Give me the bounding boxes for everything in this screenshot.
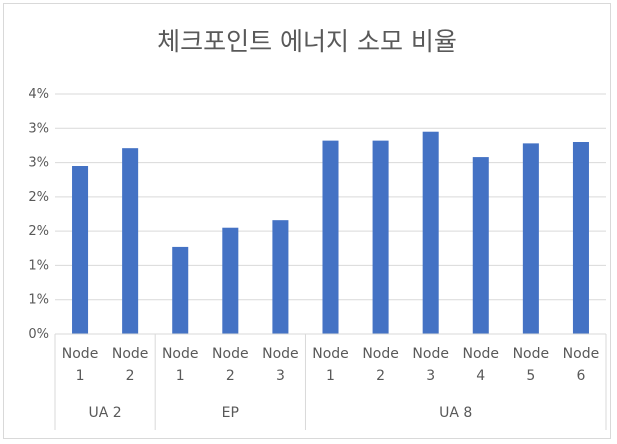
x-tick-label: Node (262, 346, 299, 362)
x-tick-label: 2 (226, 368, 235, 384)
y-tick-label: 3% (28, 156, 49, 171)
x-tick-label: Node (112, 346, 149, 362)
group-label: EP (222, 405, 239, 421)
x-tick-label: 3 (426, 368, 435, 384)
group-label: UA 2 (88, 405, 121, 421)
y-tick-label: 1% (28, 293, 49, 308)
x-tick-label: Node (62, 346, 99, 362)
bar (372, 140, 389, 334)
bars (72, 131, 589, 334)
x-tick-label: 2 (376, 368, 385, 384)
bar (172, 246, 189, 334)
bar (272, 220, 289, 334)
chart-title: 체크포인트 에너지 소모 비율 (157, 27, 457, 56)
x-tick-label: Node (362, 346, 399, 362)
x-tick-label: Node (312, 346, 349, 362)
x-tick-label: 3 (276, 368, 285, 384)
x-tick-label: Node (412, 346, 449, 362)
bar (522, 143, 539, 334)
bar (472, 157, 489, 334)
y-tick-label: 4% (28, 87, 49, 102)
bar (122, 148, 139, 334)
y-tick-label: 2% (28, 224, 49, 239)
bar (72, 166, 89, 334)
group-label: UA 8 (439, 405, 472, 421)
x-tick-label: 6 (576, 368, 585, 384)
x-tick-label: 5 (526, 368, 535, 384)
bar (422, 131, 439, 334)
x-tick-label: 4 (476, 368, 485, 384)
y-tick-label: 1% (28, 258, 49, 273)
bar (322, 140, 339, 334)
y-axis-ticks: 0% 1% 1% 2% 2% 3% 3% 4% (28, 87, 49, 342)
x-tick-label: Node (212, 346, 249, 362)
x-tick-label: Node (162, 346, 199, 362)
x-tick-label: Node (513, 346, 550, 362)
y-tick-label: 3% (28, 121, 49, 136)
x-tick-label: 2 (126, 368, 135, 384)
bar (222, 227, 239, 334)
x-axis: Node 1 Node 2 UA 2 Node 1 Node 2 Node 3 EP Node 1 Node… (54, 333, 607, 430)
x-tick-label: Node (563, 346, 600, 362)
y-tick-label: 0% (28, 327, 49, 342)
bar (572, 142, 589, 334)
x-tick-label: 1 (176, 368, 185, 384)
x-tick-label: Node (462, 346, 499, 362)
chart-frame: 체크포인트 에너지 소모 비율 0% 1% 1% 2% 2% 3% 3% 4% Node 1 No… (3, 3, 611, 439)
x-tick-label: 1 (326, 368, 335, 384)
x-tick-label: 1 (76, 368, 85, 384)
y-tick-label: 2% (28, 190, 49, 205)
